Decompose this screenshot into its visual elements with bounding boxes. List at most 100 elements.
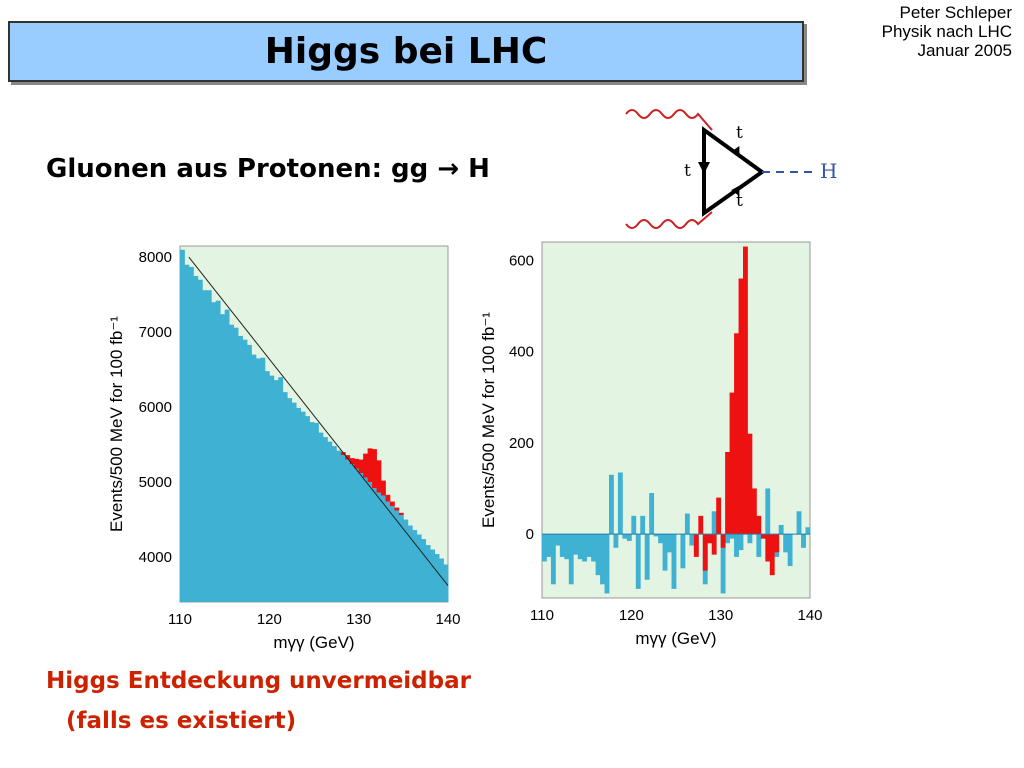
background-bar: [363, 477, 368, 602]
signal-bar: [720, 534, 726, 548]
background-bar: [439, 558, 444, 602]
background-bar: [600, 534, 605, 585]
background-bar: [577, 534, 583, 560]
background-bar: [725, 534, 730, 544]
author-name: Peter Schleper: [899, 3, 1012, 22]
background-bar: [354, 468, 360, 602]
background-bar: [649, 493, 655, 535]
background-bar: [188, 266, 194, 602]
chart-background-spectrum: 110 120 130 140 4000 5000 6000 7000 8000 mγγ (GeV…: [107, 245, 461, 652]
background-bar: [291, 402, 297, 602]
background-bar: [604, 534, 610, 594]
background-bar: [305, 416, 310, 602]
background-bar: [345, 459, 351, 602]
background-bar: [264, 371, 270, 602]
background-bar: [425, 545, 431, 602]
background-bar: [796, 511, 802, 535]
x-tick-label: 130: [346, 611, 371, 628]
signal-bar: [729, 392, 735, 535]
background-bar: [689, 534, 695, 546]
signal-bar: [774, 534, 780, 553]
background-bar: [711, 511, 717, 535]
background-bar: [658, 534, 663, 544]
background-bar: [640, 515, 646, 535]
x-axis-label: mγγ (GeV): [273, 633, 354, 652]
x-tick-label: 120: [257, 611, 282, 628]
x-tick-label: 120: [619, 607, 644, 624]
background-bar: [314, 422, 319, 602]
background-bar: [653, 534, 659, 537]
signal-bar: [372, 449, 377, 489]
signal-bar: [716, 497, 722, 535]
background-bar: [215, 300, 221, 602]
background-bar: [327, 441, 333, 602]
background-bar: [385, 501, 391, 602]
signal-bar: [765, 534, 771, 562]
background-bar: [202, 290, 208, 602]
background-bar: [197, 279, 203, 602]
background-bar: [255, 358, 261, 602]
signal-bar: [698, 515, 704, 535]
background-bar: [336, 450, 342, 602]
fit-curve: [188, 256, 449, 586]
y-axis-label: Events/500 MeV for 100 fb⁻¹: [107, 316, 126, 532]
background-bar: [568, 534, 574, 585]
background-bar: [193, 275, 199, 602]
signal-bar: [385, 494, 391, 502]
background-bar: [542, 534, 547, 562]
background-bar: [778, 524, 784, 535]
arrow-left-leg: [698, 162, 710, 174]
background-bar: [358, 473, 364, 602]
signal-bar: [376, 460, 382, 493]
background-bar: [738, 534, 744, 551]
x-axis-label: mγγ (GeV): [635, 629, 716, 648]
background-bar: [238, 335, 243, 602]
background-bar: [756, 534, 762, 557]
y-tick-label: 6000: [139, 399, 172, 416]
feynman-diagram: t t t H: [625, 109, 837, 229]
background-bar: [220, 314, 226, 602]
signal-bar: [354, 458, 360, 469]
background-bar: [586, 534, 592, 557]
background-bar: [412, 530, 418, 602]
signal-bar: [693, 534, 699, 557]
background-bar: [273, 380, 279, 602]
label-t-lower: t: [736, 191, 743, 211]
background-bar: [242, 339, 248, 602]
background-bar: [229, 324, 234, 602]
chart-signal-residual: 110 120 130 140 0 200 400 600 mγγ (GeV) Events/50…: [479, 241, 823, 648]
author-block: Peter Schleper Physik nach LHC Januar 20…: [882, 3, 1012, 60]
y-tick-label: 200: [509, 435, 534, 452]
slide-subtitle: Gluonen aus Protonen: gg → H: [46, 154, 490, 184]
background-bar: [434, 554, 440, 602]
signal-bar: [760, 534, 766, 539]
x-tick-label: 130: [708, 607, 733, 624]
background-bar: [667, 534, 672, 553]
background-bar: [684, 513, 690, 535]
background-bar: [546, 534, 552, 557]
background-bar: [783, 534, 789, 553]
background-bar: [247, 344, 252, 602]
x-tick-label: 140: [435, 611, 460, 628]
background-bar: [564, 534, 570, 560]
background-bar: [287, 398, 293, 602]
x-tick-label: 110: [530, 607, 554, 624]
background-bar: [680, 534, 686, 569]
signal-bar: [381, 480, 386, 496]
background-bar: [582, 534, 588, 562]
background-bar: [211, 302, 217, 602]
background-bar: [644, 534, 650, 580]
signal-bar: [756, 515, 762, 535]
y-tick-label: 5000: [139, 474, 172, 491]
signal-bar: [769, 534, 775, 576]
background-bar: [376, 492, 382, 602]
signal-bar: [747, 433, 753, 535]
background-bar: [260, 357, 266, 602]
background-bar: [206, 290, 212, 602]
background-bar: [559, 534, 565, 557]
background-bar: [801, 534, 806, 548]
y-tick-label: 7000: [139, 324, 172, 341]
y-tick-label: 600: [509, 252, 534, 269]
background-bar: [635, 534, 641, 589]
y-axis-label: Events/500 MeV for 100 fb⁻¹: [479, 312, 498, 528]
